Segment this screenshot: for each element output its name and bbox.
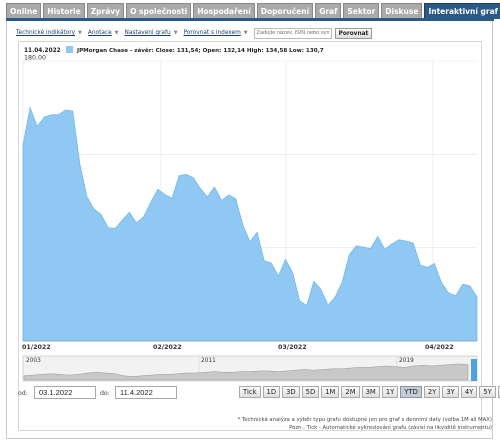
chevron-down-icon[interactable]: ▼ [114, 30, 119, 36]
navigator-history-area [23, 363, 469, 381]
tab-underline [6, 18, 494, 21]
note-technical: * Technická analýza a výběr typu grafu d… [237, 417, 492, 423]
price-area-series [22, 106, 478, 342]
x-tick-label: 03/2022 [278, 344, 307, 351]
range-button-3y[interactable]: 3Y [442, 386, 459, 398]
compare-search-input[interactable] [253, 27, 332, 39]
range-button-1m[interactable]: 1M [321, 386, 340, 398]
chart-settings-menu[interactable]: Nastavení grafu [124, 30, 171, 36]
from-date-input[interactable] [34, 386, 96, 399]
tab-9[interactable]: Interaktivní graf [424, 3, 500, 19]
range-button-5d[interactable]: 5D [301, 386, 320, 398]
chart-area[interactable] [18, 41, 482, 431]
chevron-down-icon[interactable]: ▼ [173, 30, 178, 36]
tech-indicators-menu[interactable]: Technické indikátory [16, 30, 76, 36]
navigator-year-label: 2011 [201, 358, 216, 364]
range-button-1y[interactable]: 1Y [381, 386, 399, 398]
from-label: od: [18, 390, 28, 397]
to-label: do: [100, 390, 110, 397]
tab-3[interactable]: O společnosti [126, 3, 192, 19]
range-button-tick[interactable]: Tick [239, 386, 261, 398]
to-date-input[interactable] [115, 386, 177, 399]
range-button-1d[interactable]: 1D [262, 386, 281, 398]
compare-index-menu[interactable]: Porovnat s indexem [183, 30, 241, 36]
range-button-2y[interactable]: 2Y [423, 386, 441, 398]
tab-6[interactable]: Graf [315, 3, 342, 19]
chevron-down-icon[interactable]: ▼ [78, 30, 82, 36]
range-button-2m[interactable]: 2M [341, 386, 360, 398]
chart-toolbar: Technické indikátory ▼ Anotace ▼ Nastavení… [16, 26, 373, 40]
range-button-5y[interactable]: 5Y [479, 386, 496, 398]
tab-bar: Online Historie Zprávy O společnosti Hospoda… [6, 3, 500, 19]
legend-text: JPMorgan Chase - závěr: Close: 131,54; O… [76, 47, 324, 54]
tab-8[interactable]: Diskuse [381, 3, 423, 19]
range-button-4y[interactable]: 4Y [460, 386, 478, 398]
content-frame [6, 21, 493, 439]
note-tick: Pozn.: Tick - Automatické vykreslování g… [289, 425, 492, 431]
navigator-year-label: 2019 [399, 358, 414, 364]
annotations-menu[interactable]: Anotace [87, 30, 112, 36]
tab-5[interactable]: Doporučení [256, 3, 314, 19]
legend-date: 11.04.2022 [24, 48, 61, 54]
chevron-down-icon[interactable]: ▼ [243, 30, 248, 36]
compare-button[interactable]: Porovnat [334, 27, 373, 39]
range-button-3d[interactable]: 3D [282, 386, 300, 398]
navigator-year-label: 2003 [26, 358, 41, 364]
y-tick-label: 180.00 [24, 55, 46, 62]
range-button-3m[interactable]: 3M [361, 386, 380, 398]
x-tick-label: 01/2022 [22, 344, 51, 351]
tab-2[interactable]: Zprávy [86, 3, 125, 19]
range-button-max[interactable]: Max [497, 386, 500, 398]
tab-4[interactable]: Hospodaření [193, 3, 255, 19]
tab-0[interactable]: Online [6, 3, 42, 19]
tab-7[interactable]: Sektor [343, 3, 380, 19]
tab-1[interactable]: Historie [43, 3, 85, 19]
range-buttons: Tick1D3D5D1M2M3M1YYTD2Y3Y4Y5YMax [239, 386, 500, 398]
range-button-ytd[interactable]: YTD [400, 386, 422, 398]
x-tick-label: 02/2022 [153, 344, 182, 351]
x-tick-label: 04/2022 [425, 344, 454, 351]
legend-swatch [66, 46, 73, 53]
navigator-range-handle [471, 359, 477, 381]
